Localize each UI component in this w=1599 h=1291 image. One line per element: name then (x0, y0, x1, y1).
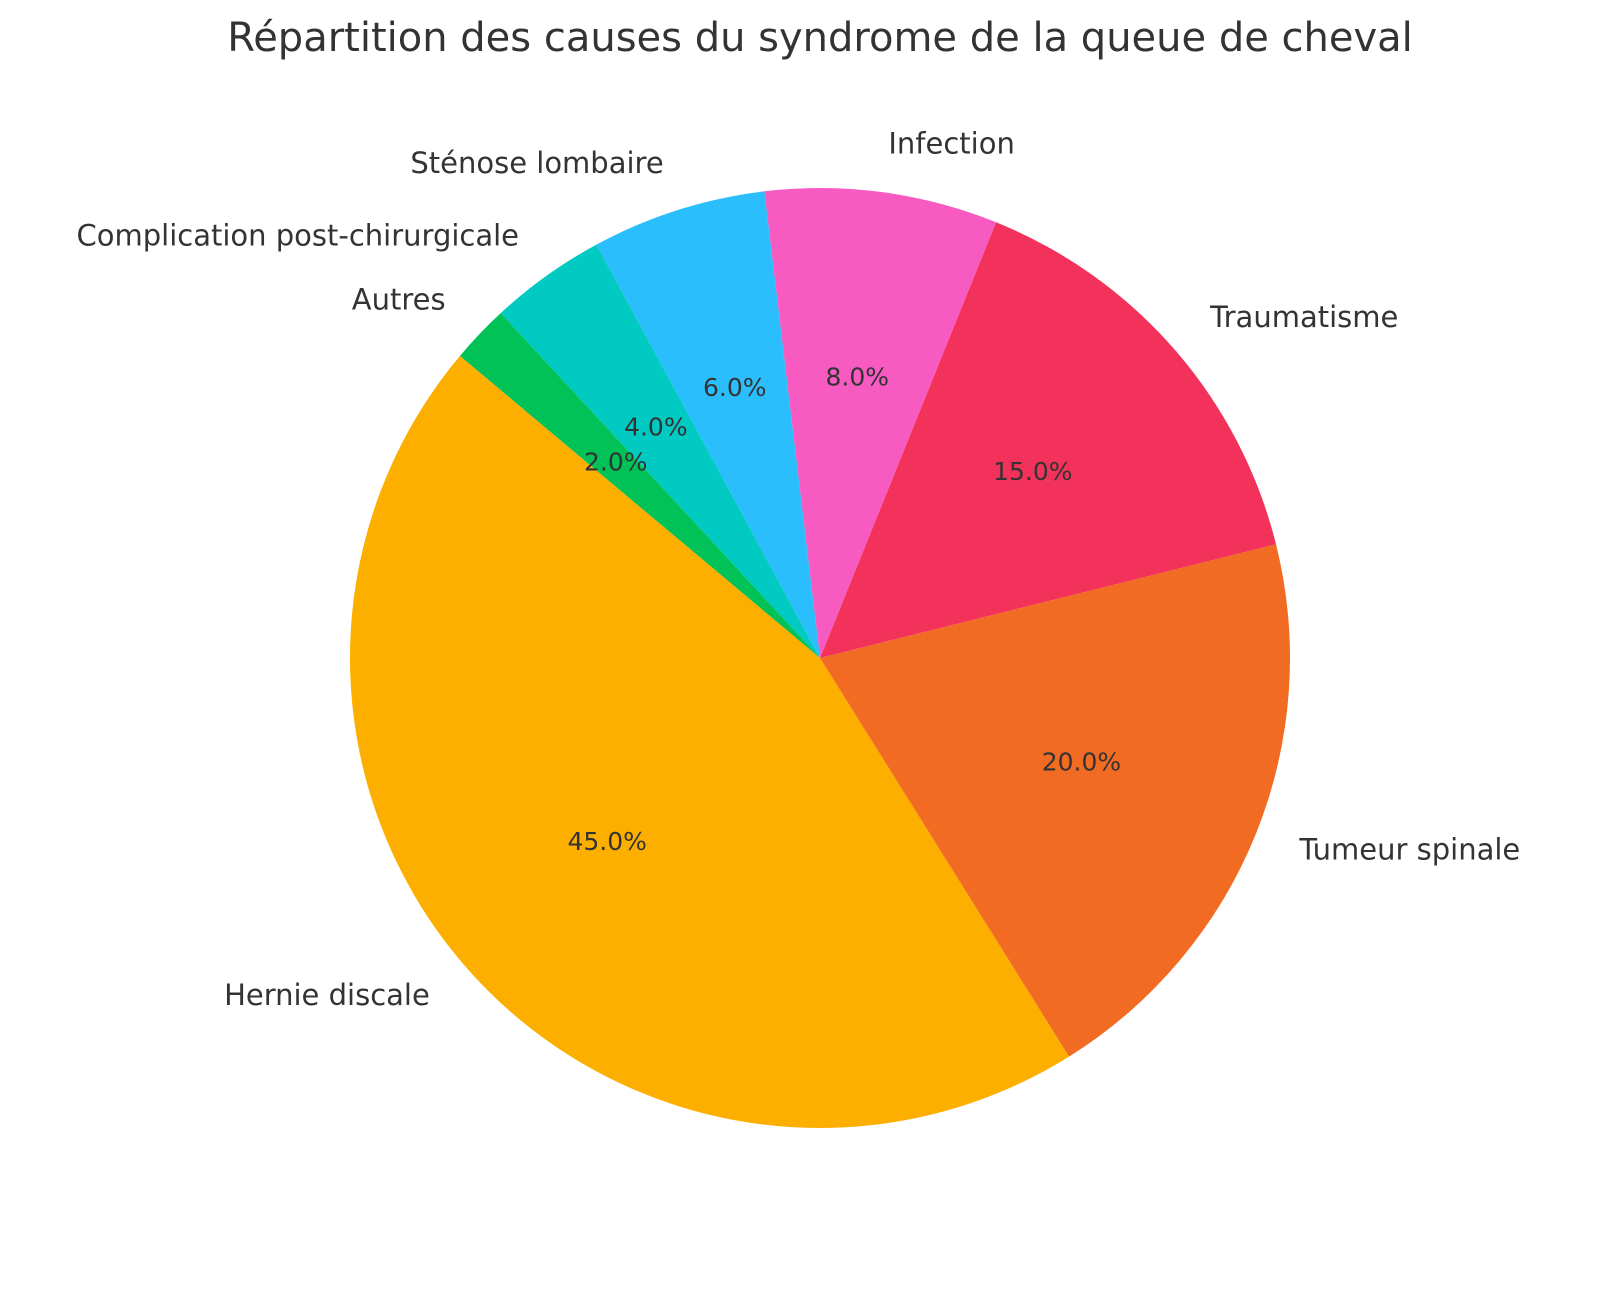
value-label: 4.0% (624, 413, 688, 442)
value-label: 45.0% (567, 827, 646, 856)
pie-slice (596, 191, 820, 658)
chart-title: Répartition des causes du syndrome de la… (227, 15, 1413, 61)
value-label: 8.0% (826, 362, 890, 391)
pie-slice (820, 544, 1290, 1057)
pie-slice (500, 244, 820, 658)
pie-slice (764, 187, 997, 658)
slice-label: Traumatisme (1209, 300, 1398, 334)
value-label: 2.0% (584, 448, 648, 477)
slice-label: Autres (352, 282, 446, 316)
value-label: 15.0% (993, 457, 1072, 486)
slice-label: Sténose lombaire (410, 146, 663, 180)
slice-label: Infection (888, 127, 1014, 161)
slice-label: Complication post-chirurgicale (77, 219, 520, 253)
slice-label: Tumeur spinale (1298, 833, 1520, 867)
value-label: 6.0% (703, 373, 767, 402)
pie-slice (820, 222, 1277, 659)
value-label: 20.0% (1042, 748, 1121, 777)
pie-slice (350, 355, 1070, 1128)
slice-label: Hernie discale (224, 978, 430, 1012)
pie-slice (459, 313, 820, 658)
